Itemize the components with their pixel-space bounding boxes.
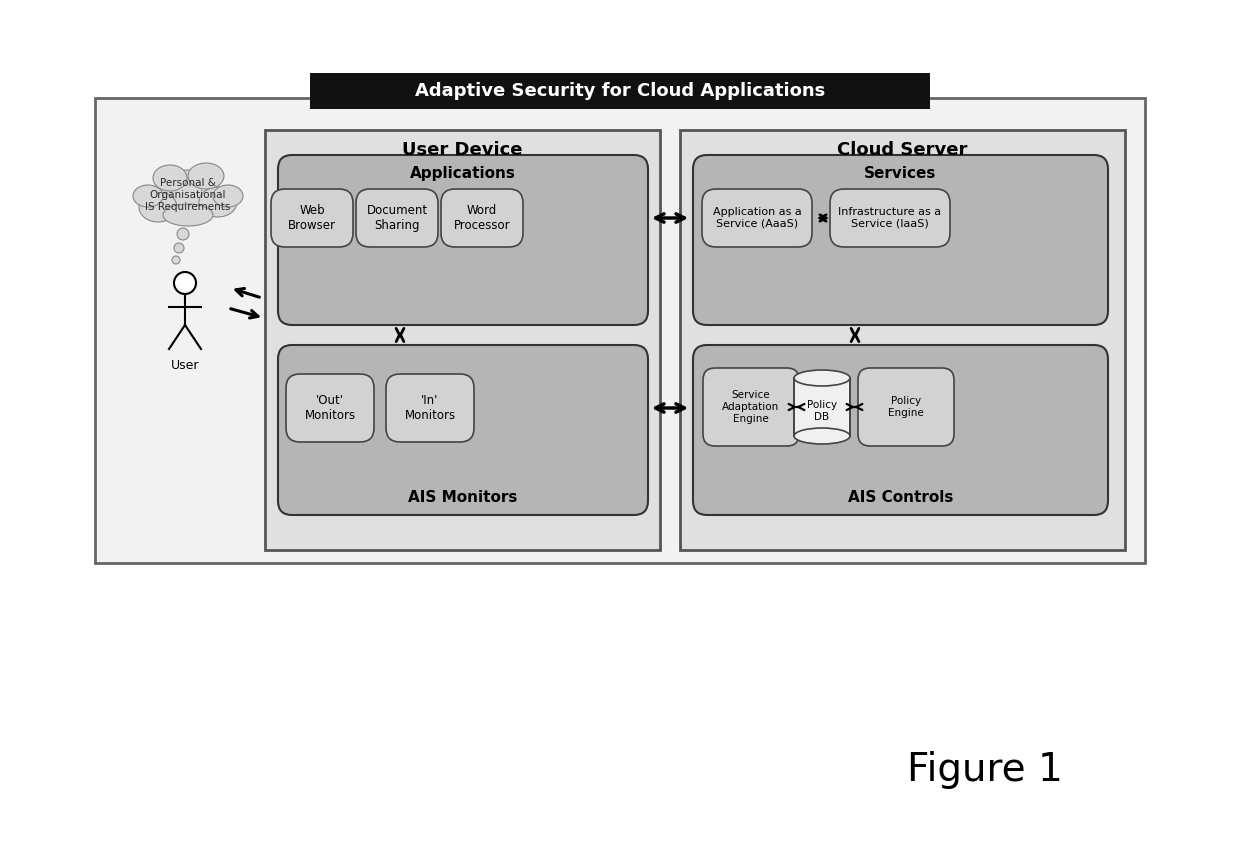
Text: User Device: User Device xyxy=(402,141,523,159)
Bar xyxy=(680,130,1125,550)
Ellipse shape xyxy=(188,163,224,189)
Bar xyxy=(265,130,660,550)
Bar xyxy=(310,73,930,109)
Text: Cloud Server: Cloud Server xyxy=(837,141,967,159)
Ellipse shape xyxy=(153,165,187,191)
Ellipse shape xyxy=(213,185,243,207)
Text: User: User xyxy=(171,358,200,371)
Text: AIS Monitors: AIS Monitors xyxy=(408,490,517,504)
Text: Services: Services xyxy=(864,165,936,181)
Text: Word
Processor: Word Processor xyxy=(454,204,511,232)
Text: Infrastructure as a
Service (IaaS): Infrastructure as a Service (IaaS) xyxy=(838,208,941,229)
Text: Application as a
Service (AaaS): Application as a Service (AaaS) xyxy=(713,208,801,229)
Ellipse shape xyxy=(133,185,162,207)
FancyBboxPatch shape xyxy=(286,374,374,442)
Text: Personal &
Organisational
IS Requirements: Personal & Organisational IS Requirement… xyxy=(145,178,231,212)
Ellipse shape xyxy=(139,192,177,222)
Text: 'In'
Monitors: 'In' Monitors xyxy=(404,394,455,422)
FancyBboxPatch shape xyxy=(356,189,438,247)
Ellipse shape xyxy=(159,170,217,214)
FancyBboxPatch shape xyxy=(702,189,812,247)
Text: Web
Browser: Web Browser xyxy=(288,204,336,232)
FancyBboxPatch shape xyxy=(278,155,649,325)
FancyBboxPatch shape xyxy=(278,345,649,515)
FancyBboxPatch shape xyxy=(830,189,950,247)
Ellipse shape xyxy=(794,370,849,386)
Text: Service
Adaptation
Engine: Service Adaptation Engine xyxy=(723,390,780,424)
Ellipse shape xyxy=(162,204,213,226)
Text: Policy
DB: Policy DB xyxy=(807,400,837,422)
Circle shape xyxy=(174,243,184,253)
Bar xyxy=(794,378,849,436)
Bar xyxy=(95,98,1145,563)
Ellipse shape xyxy=(198,187,237,217)
Text: Figure 1: Figure 1 xyxy=(908,751,1063,789)
Text: AIS Controls: AIS Controls xyxy=(848,490,954,504)
Text: Document
Sharing: Document Sharing xyxy=(367,204,428,232)
FancyBboxPatch shape xyxy=(693,155,1109,325)
Text: 'Out'
Monitors: 'Out' Monitors xyxy=(305,394,356,422)
Ellipse shape xyxy=(794,428,849,444)
Circle shape xyxy=(177,228,188,240)
Text: Policy
Engine: Policy Engine xyxy=(888,396,924,418)
FancyBboxPatch shape xyxy=(441,189,523,247)
Circle shape xyxy=(174,272,196,294)
Text: Adaptive Security for Cloud Applications: Adaptive Security for Cloud Applications xyxy=(415,82,825,100)
Circle shape xyxy=(172,256,180,264)
FancyBboxPatch shape xyxy=(703,368,799,446)
FancyBboxPatch shape xyxy=(386,374,474,442)
FancyBboxPatch shape xyxy=(272,189,353,247)
FancyBboxPatch shape xyxy=(858,368,954,446)
Text: Applications: Applications xyxy=(410,165,516,181)
FancyBboxPatch shape xyxy=(693,345,1109,515)
